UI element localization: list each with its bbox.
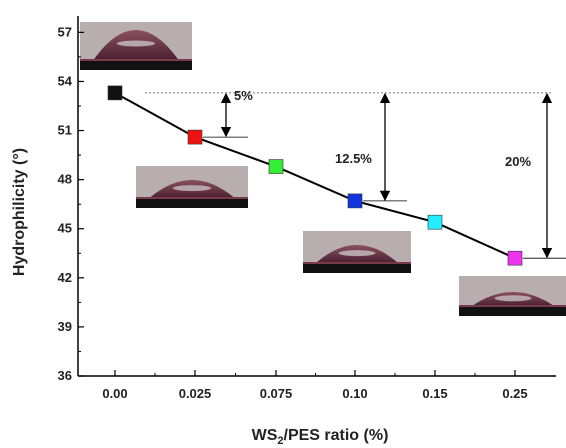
y-axis-label: Hydrophilicity (°)	[11, 148, 28, 276]
inset-surface	[136, 197, 248, 199]
data-point-0.10	[348, 194, 362, 208]
y-tick-label: 39	[58, 319, 72, 334]
difference-label: 5%	[234, 88, 253, 103]
x-tick-label: 0.00	[102, 386, 127, 401]
inset-surface	[459, 305, 566, 307]
inset-substrate	[303, 263, 411, 273]
x-tick-label: 0.25	[502, 386, 527, 401]
inset-surface	[303, 262, 411, 264]
difference-label: 20%	[505, 154, 531, 169]
data-point-0.00	[108, 86, 122, 100]
data-point-0.025	[188, 130, 202, 144]
droplet-inset-1	[136, 166, 248, 208]
y-tick-label: 36	[58, 368, 72, 383]
y-tick-label: 48	[58, 172, 72, 187]
difference-label: 12.5%	[335, 151, 372, 166]
x-axis-label: WS2/PES ratio (%)	[252, 427, 389, 447]
y-tick-label: 42	[58, 270, 72, 285]
droplet-highlight	[117, 41, 155, 47]
droplet-highlight	[495, 295, 532, 301]
inset-substrate	[136, 198, 248, 208]
data-point-0.25	[508, 251, 522, 265]
inset-substrate	[80, 60, 192, 70]
droplet-highlight	[173, 185, 211, 191]
droplet-inset-0	[80, 22, 192, 70]
droplet-highlight	[339, 250, 376, 256]
x-axis-label-main: WS	[252, 427, 278, 444]
x-tick-label: 0.075	[260, 386, 293, 401]
y-tick-label: 45	[58, 221, 72, 236]
droplet-inset-3	[459, 276, 566, 316]
y-tick-label: 51	[58, 123, 72, 138]
droplet-inset-2	[303, 231, 411, 273]
data-point-0.15	[428, 215, 442, 229]
x-tick-label: 0.15	[422, 386, 447, 401]
inset-substrate	[459, 306, 566, 316]
x-axis-label-rest: /PES ratio (%)	[284, 427, 389, 444]
y-tick-label: 54	[58, 73, 73, 88]
y-tick-label: 57	[58, 24, 72, 39]
x-tick-label: 0.10	[342, 386, 367, 401]
droplet-insets	[80, 22, 566, 316]
inset-surface	[80, 59, 192, 61]
axes: 36 39 42 45 48 51 54 57 0.00 0.025 0.075 0.10 0.15 0.…	[58, 16, 556, 401]
x-tick-label: 0.025	[179, 386, 212, 401]
data-point-0.075	[269, 160, 283, 174]
